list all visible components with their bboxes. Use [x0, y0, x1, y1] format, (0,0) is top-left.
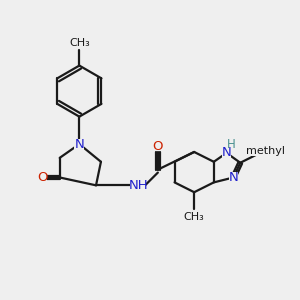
- Text: O: O: [37, 171, 47, 184]
- Text: CH₃: CH₃: [184, 212, 205, 222]
- Bar: [226, 139, 236, 149]
- Bar: [229, 172, 238, 183]
- Text: methyl: methyl: [246, 146, 285, 156]
- Text: O: O: [153, 140, 163, 153]
- Text: N: N: [229, 171, 238, 184]
- Text: CH₃: CH₃: [69, 38, 90, 48]
- Text: H: H: [227, 138, 236, 151]
- Text: NH: NH: [128, 179, 148, 192]
- Bar: [246, 146, 285, 156]
- Bar: [74, 139, 84, 149]
- Bar: [68, 38, 90, 48]
- Bar: [183, 211, 205, 222]
- Bar: [37, 172, 47, 183]
- Bar: [222, 148, 232, 158]
- Bar: [130, 180, 146, 191]
- Text: N: N: [222, 146, 231, 159]
- Bar: [153, 141, 163, 152]
- Text: N: N: [74, 138, 84, 151]
